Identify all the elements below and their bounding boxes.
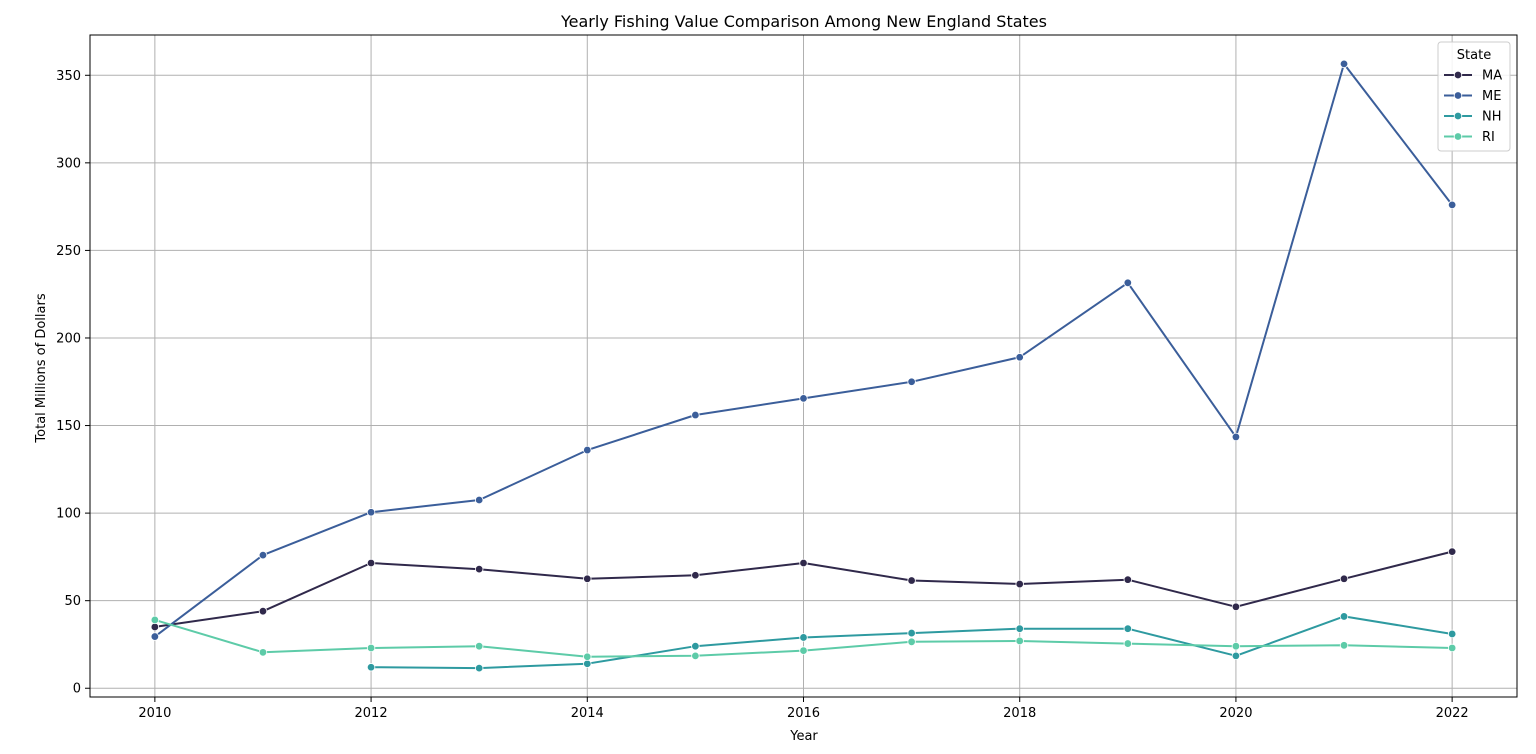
legend: State MA ME NH RI [1437,41,1511,152]
data-point-nh [1015,624,1024,633]
legend-marker-ri [1453,132,1463,141]
data-point-ri [366,643,376,653]
data-point-nh [366,663,376,672]
data-point-nh [1447,629,1457,639]
data-point-me [799,394,808,403]
data-point-nh [1123,624,1133,633]
data-point-me [474,495,484,505]
y-tick-label: 200 [56,331,81,346]
data-point-me [1231,432,1241,442]
data-point-ri [583,652,592,661]
legend-label-me: ME [1482,89,1501,104]
data-point-ri [1447,643,1457,653]
data-point-ma [583,574,592,583]
data-point-nh [1231,651,1241,661]
data-point-ri [1123,639,1133,648]
data-point-ri [1015,636,1024,646]
x-tick-label: 2022 [1436,706,1469,721]
data-point-ri [474,642,484,651]
legend-marker-nh [1453,111,1463,121]
data-point-me [366,508,376,517]
data-point-me [1123,278,1133,288]
data-point-ma [474,564,484,574]
data-point-nh [583,659,592,668]
data-point-ri [907,637,916,647]
data-point-me [583,445,592,455]
data-point-ma [258,606,268,616]
data-point-ma [1231,602,1241,612]
data-point-ri [1339,641,1349,650]
data-point-ma [799,558,808,568]
legend-marker-ma [1453,70,1463,80]
data-point-ma [150,622,160,632]
axes: 2010 2012 2014 2016 2018 2020 2022 0 50 100 150 200… [56,34,1518,721]
x-tick-label: 2020 [1219,706,1252,721]
x-tick-label: 2016 [787,706,820,721]
y-tick-label: 100 [56,507,81,522]
legend-label-ma: MA [1482,69,1502,84]
y-tick-label: 150 [56,419,81,434]
legend-marker-me [1453,91,1463,100]
y-tick-label: 350 [56,69,81,84]
data-point-ri [258,648,268,657]
y-tick-label: 250 [56,244,81,259]
data-point-me [691,410,700,420]
grid-lines [90,35,1517,697]
chart-title: Yearly Fishing Value Comparison Among Ne… [560,12,1047,31]
series-lines [150,59,1457,673]
data-point-ma [1447,547,1457,556]
data-point-ma [1015,579,1024,589]
legend-title: State [1457,48,1491,63]
data-point-ma [366,558,376,568]
data-point-nh [474,663,484,673]
legend-label-ri: RI [1482,130,1495,145]
data-point-me [1015,353,1024,362]
data-point-nh [907,628,916,638]
data-point-ri [1231,642,1241,651]
y-tick-label: 50 [64,594,81,609]
data-point-nh [1339,612,1349,621]
data-point-ma [691,571,700,580]
x-tick-label: 2018 [1003,706,1036,721]
data-point-ri [150,615,160,625]
x-tick-label: 2010 [138,706,171,721]
y-axis-label: Total Millions of Dollars [34,293,49,443]
data-point-ma [907,576,916,585]
data-point-nh [799,633,808,642]
data-point-me [258,550,268,560]
data-point-ri [691,651,700,661]
data-point-ma [1123,575,1133,584]
y-tick-label: 300 [56,156,81,171]
data-point-me [1447,200,1457,210]
data-point-me [1339,59,1349,69]
legend-box [1437,41,1511,152]
x-tick-label: 2014 [571,706,604,721]
data-point-me [150,632,160,641]
x-tick-label: 2012 [355,706,388,721]
data-point-ma [1339,574,1349,583]
data-point-ri [799,646,808,655]
data-point-nh [691,642,700,651]
data-point-me [907,377,916,386]
y-tick-label: 0 [73,682,81,697]
x-axis-label: Year [789,729,818,744]
legend-label-nh: NH [1482,110,1502,125]
